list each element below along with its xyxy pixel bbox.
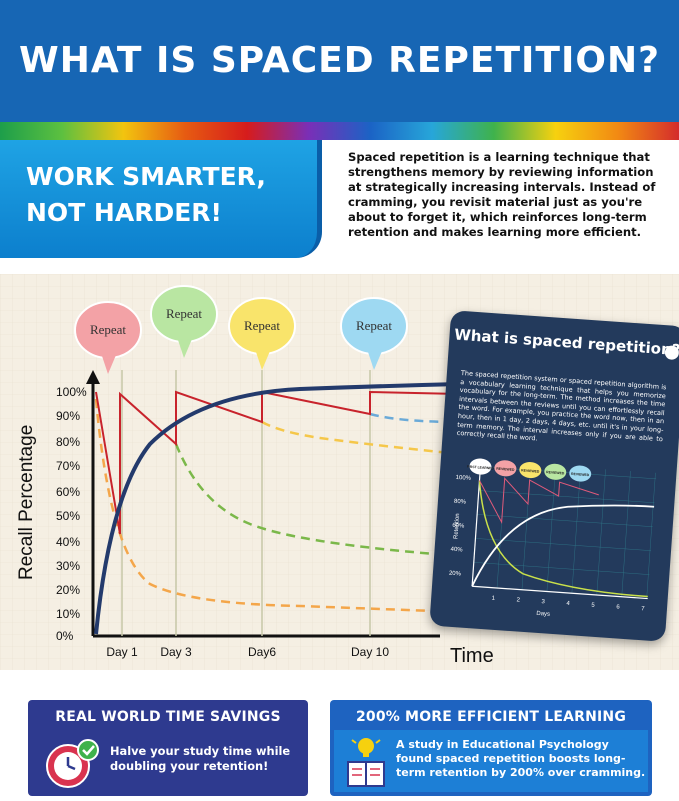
forgetting-curve-line [95, 390, 461, 535]
card-y-tick: 60% [452, 523, 465, 530]
repeat-bubble: Repeat [228, 297, 296, 370]
repeat-bubble-label: Repeat [90, 322, 126, 337]
clock-check-icon [46, 739, 99, 788]
y-tick-label: 100% [56, 385, 87, 399]
efficient-learning-title: 200% MORE EFFICIENT LEARNING [355, 709, 627, 725]
efficient-learning-text: A study in Educational Psychology found … [396, 738, 646, 779]
x-tick-label: Day6 [248, 645, 276, 659]
y-tick-label: 50% [56, 509, 80, 523]
y-tick-label: 70% [56, 459, 80, 473]
x-tick-label: Day 3 [160, 645, 192, 659]
book-lightbulb-icon [347, 738, 385, 787]
repeat-bubble: Repeat [340, 297, 408, 370]
repeat-bubble: Repeat [150, 285, 218, 358]
card-review-bubble: REVIEWED [544, 463, 567, 480]
card-y-tick: 80% [454, 499, 467, 506]
chart-axes [86, 370, 440, 638]
card-x-tick: 4 [566, 601, 570, 607]
card-y-tick: 100% [455, 475, 471, 482]
page-title: WHAT IS SPACED REPETITION? [19, 40, 660, 81]
y-tick-label: 90% [56, 409, 80, 423]
y-tick-label: 60% [56, 485, 80, 499]
card-x-label: Days [536, 611, 550, 618]
card-review-bubble: REVIEWED [569, 465, 592, 482]
y-tick-label: 40% [56, 535, 80, 549]
retention-curve-line [94, 382, 461, 635]
x-tick-label: Day 1 [106, 645, 138, 659]
y-tick-label: 30% [56, 559, 80, 573]
info-card: What is spaced repetition? The spaced re… [429, 310, 679, 642]
tagline-line2: NOT HARDER! [26, 198, 222, 227]
card-review-bubble-label: REVIEWED [521, 468, 540, 473]
card-review-bubble-label: REVIEWED [496, 467, 515, 472]
card-y-tick: 40% [450, 547, 463, 554]
y-axis-label: Recall Percentage [16, 425, 37, 580]
card-review-bubble-label: REVIEWED [546, 470, 565, 475]
card-body: The spaced repetition system or spaced r… [456, 368, 667, 443]
y-tick-label: 80% [56, 435, 80, 449]
repeat-bubble: Repeat [74, 301, 142, 374]
card-review-bubble: REVIEWED [519, 462, 542, 479]
card-y-tick: 20% [449, 571, 462, 578]
repeat-bubble-label: Repeat [244, 318, 280, 333]
y-tick-label: 20% [56, 583, 80, 597]
x-tick-label: Day 10 [351, 645, 389, 659]
time-savings-title: REAL WORLD TIME SAVINGS [55, 709, 281, 725]
card-mini-chart: FIRST LEARNED REVIEWED REVIEWED REVIEWED REV… [449, 458, 657, 618]
x-axis-label: Time [450, 645, 494, 667]
card-x-tick: 6 [616, 604, 620, 610]
card-x-tick: 3 [541, 599, 545, 605]
repeat-bubble-label: Repeat [356, 318, 392, 333]
repeat-bubble-label: Repeat [166, 306, 202, 321]
card-review-bubble-label: FIRST LEARNED [467, 465, 495, 471]
y-tick-label: 0% [56, 629, 74, 643]
card-x-tick: 2 [516, 597, 520, 603]
time-savings-box: REAL WORLD TIME SAVINGS Halve your study… [28, 700, 308, 796]
header-banner: WHAT IS SPACED REPETITION? [0, 0, 679, 122]
card-x-tick: 5 [591, 603, 595, 609]
tagline-box: WORK SMARTER, NOT HARDER! [0, 140, 322, 258]
intro-paragraph: Spaced repetition is a learning techniqu… [348, 150, 656, 239]
time-savings-text: Halve your study time while doubling you… [110, 744, 291, 773]
card-review-bubble-label: REVIEWED [571, 472, 590, 477]
efficient-learning-body [334, 730, 648, 792]
card-x-tick: 7 [641, 606, 645, 612]
card-x-tick: 1 [491, 596, 495, 602]
decorative-color-band [0, 122, 679, 140]
tagline-line1: WORK SMARTER, [26, 162, 266, 191]
efficient-learning-box: 200% MORE EFFICIENT LEARNING A study in … [330, 700, 652, 796]
y-tick-label: 10% [56, 607, 80, 621]
card-review-bubble: FIRST LEARNED [467, 458, 495, 475]
card-title: What is spaced repetition? [453, 325, 679, 360]
card-review-bubble: REVIEWED [494, 460, 517, 477]
card-y-label: Retention [453, 513, 461, 539]
